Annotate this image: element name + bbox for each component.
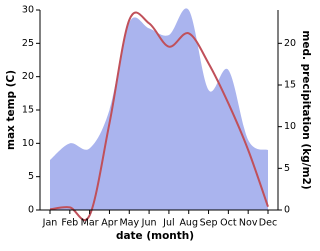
- y-tick-label: 15: [22, 105, 34, 116]
- x-tick-label: Nov: [239, 218, 258, 229]
- y-tick-label: 10: [22, 138, 34, 149]
- y-tick-label: 30: [22, 5, 34, 16]
- x-tick-label: Sep: [200, 218, 218, 229]
- y2-tick-label: 5: [284, 163, 290, 174]
- y2-tick-label: 15: [284, 80, 296, 91]
- precip-area: [50, 8, 268, 210]
- y-tick-label: 5: [28, 171, 34, 182]
- y2-tick-label: 10: [284, 121, 296, 132]
- x-tick-label: Mar: [81, 218, 99, 229]
- y2-axis-label: med. precipitation (kg/m2): [300, 30, 312, 189]
- x-tick-label: Feb: [61, 218, 78, 229]
- x-axis-label: date (month): [116, 230, 194, 242]
- y-axis-label: max temp (C): [5, 70, 17, 150]
- y-tick-label: 0: [28, 205, 34, 216]
- x-tick-label: Dec: [259, 218, 277, 229]
- x-tick-label: Jul: [162, 218, 174, 229]
- chart: date (month) max temp (C) med. precipita…: [5, 5, 312, 243]
- y2-tick-label: 0: [284, 205, 290, 216]
- x-tick-label: May: [119, 218, 139, 229]
- x-tick-label: Apr: [101, 218, 118, 229]
- y-tick-label: 25: [22, 38, 34, 49]
- temp-line: [49, 11, 269, 222]
- y-tick-label: 20: [22, 71, 34, 82]
- x-tick-label: Aug: [179, 218, 198, 229]
- x-tick-label: Jan: [42, 218, 58, 229]
- y2-tick-label: 20: [284, 38, 296, 49]
- x-tick-label: Jun: [141, 218, 157, 229]
- x-tick-label: Oct: [220, 218, 237, 229]
